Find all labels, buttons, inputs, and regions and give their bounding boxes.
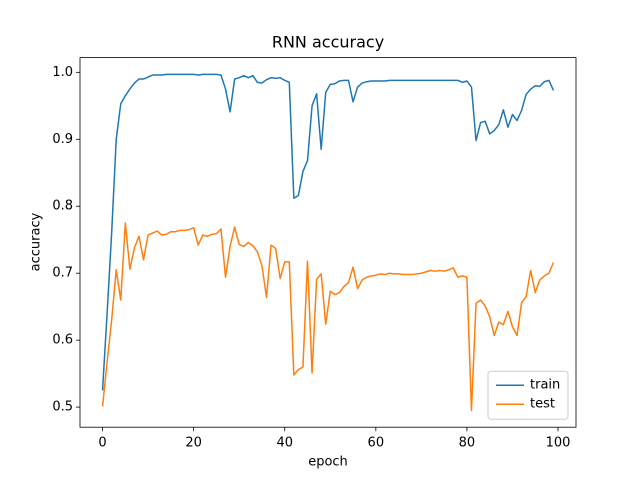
chart-title: RNN accuracy <box>272 33 384 52</box>
y-tick-label: 0.7 <box>52 266 73 281</box>
legend-label: train <box>530 378 560 393</box>
legend-label: test <box>530 397 555 412</box>
x-tick-label: 0 <box>98 436 106 451</box>
x-tick-label: 60 <box>368 436 385 451</box>
y-axis-label: accuracy <box>29 212 44 271</box>
legend-box <box>487 370 569 420</box>
x-tick-label: 100 <box>546 436 571 451</box>
y-tick-label: 0.5 <box>52 400 73 415</box>
data-line <box>101 73 555 391</box>
x-axis-label: epoch <box>308 455 348 470</box>
y-tick-label: 1.0 <box>52 65 73 80</box>
x-tick-label: 40 <box>276 436 293 451</box>
y-tick-label: 0.9 <box>52 132 73 147</box>
y-tick-label: 0.6 <box>52 333 73 348</box>
y-tick-label: 0.8 <box>52 199 73 214</box>
axes-frame <box>79 57 577 428</box>
x-tick-label: 20 <box>185 436 202 451</box>
data-line <box>101 222 555 412</box>
x-tick-label: 80 <box>459 436 476 451</box>
